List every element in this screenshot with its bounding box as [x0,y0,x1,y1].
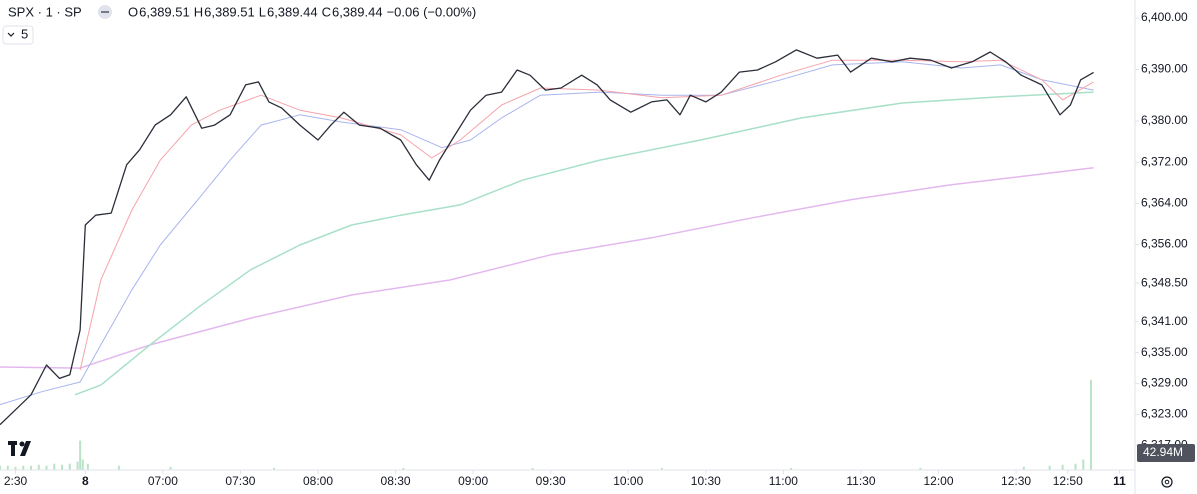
y-tick-label: 6,335.00 [1141,345,1188,359]
y-tick-label: 6,390.00 [1141,62,1188,76]
ohlc-value: 6,389.44 [267,4,318,19]
x-tick-label: 11:30 [846,474,875,488]
volume-bar [6,465,9,470]
gear[interactable] [1161,476,1173,488]
y-tick-label: 6,380.00 [1141,113,1188,127]
y-tick-label: 6,348.50 [1141,275,1188,289]
settings-gear[interactable] [1161,476,1173,488]
indicator-toggle[interactable]: 5 [2,25,34,45]
volume-bar [22,465,25,470]
volume-bar [790,467,793,470]
volume-bar [30,465,33,470]
volume-bar [37,464,40,470]
volume-bar [86,463,89,470]
volume-bar [1061,464,1064,470]
x-tick-label: 07:30 [225,474,255,488]
x-tick-label: 12:00 [923,474,953,488]
gear-center[interactable] [1164,479,1170,485]
volume-bar [117,465,120,470]
volume-label-bg [1137,444,1195,462]
x-tick-label: 09:30 [536,474,566,488]
series-line [0,61,1094,406]
volume-bar [1022,466,1025,470]
y-tick-label: 6,372.00 [1141,154,1188,168]
volume-bar [61,464,64,470]
y-tick-label: 6,341.00 [1141,314,1188,328]
logo-part [20,441,31,456]
x-tick-label: 12:50 [1053,474,1083,488]
logo-part [19,441,25,447]
y-tick-label: 6,323.00 [1141,407,1188,421]
volume-bar [1048,465,1051,470]
x-tick-label: 08:00 [303,474,333,488]
ohlc-key: H [194,4,203,19]
indicator-box[interactable] [2,25,34,45]
logo-part [11,441,15,456]
ohlc-value: 6,389.51 [139,4,190,19]
volume-label-text: 42.94M [1143,445,1183,459]
ohlc-key: C [322,4,331,19]
volume-bar [79,440,82,470]
change: −0.06 (−0.00%) [387,4,477,19]
volume-bar [919,467,922,470]
volume-label: 42.94M [1137,444,1195,462]
volume-bar [0,465,1,470]
series-line [0,167,1094,369]
series-line [74,91,1094,396]
volume-bar [402,467,405,470]
y-tick-label: 6,364.00 [1141,196,1188,210]
ohlc-key: L [259,4,266,19]
x-tick-label: 10:00 [613,474,643,488]
symbol-title: SPX · 1 · SP [8,4,82,19]
x-tick-label: 12:30 [1001,474,1031,488]
logo [8,441,31,456]
x-tick-label: 07:00 [148,474,178,488]
ohlc-key: O [128,4,138,19]
volume-bar [1082,459,1085,470]
volume-bar [1074,463,1077,470]
volume-bar [53,463,56,470]
volume-bar [660,467,663,470]
toggle-bar[interactable] [101,11,109,13]
volume-bar [169,466,172,470]
volume-bar [45,465,48,470]
volume-bar [81,459,84,470]
y-tick-label: 6,400.00 [1141,10,1188,24]
chevron[interactable] [7,32,15,37]
x-tick-label: 09:00 [458,474,488,488]
plot-area [0,49,1094,470]
volume-bar [68,463,71,470]
x-tick-label: 10:30 [691,474,721,488]
x-tick-label: 8 [82,474,89,488]
volume-bar [76,461,79,470]
indicator-count[interactable]: 5 [21,26,28,41]
settings-toggle[interactable] [98,5,112,19]
volume-bar [273,467,276,470]
series-line [0,49,1094,426]
volume-bar [14,466,17,470]
x-tick-label: 11:00 [769,474,798,488]
x-tick-label: 2:30 [4,474,28,488]
ohlc-value: 6,389.44 [332,4,383,19]
x-tick-label: 08:30 [381,474,411,488]
y-tick-label: 6,356.00 [1141,237,1188,251]
volume-bar [1090,379,1093,470]
ohlc-legend: O 6,389.51 H 6,389.51 L 6,389.44 C 6,389.44 −0.0… [128,4,476,19]
ohlc-value: 6,389.51 [204,4,255,19]
x-tick-label: 11 [1113,474,1126,488]
series-line [79,59,1094,371]
volume-bar [531,467,534,470]
y-tick-label: 6,329.00 [1141,376,1188,390]
